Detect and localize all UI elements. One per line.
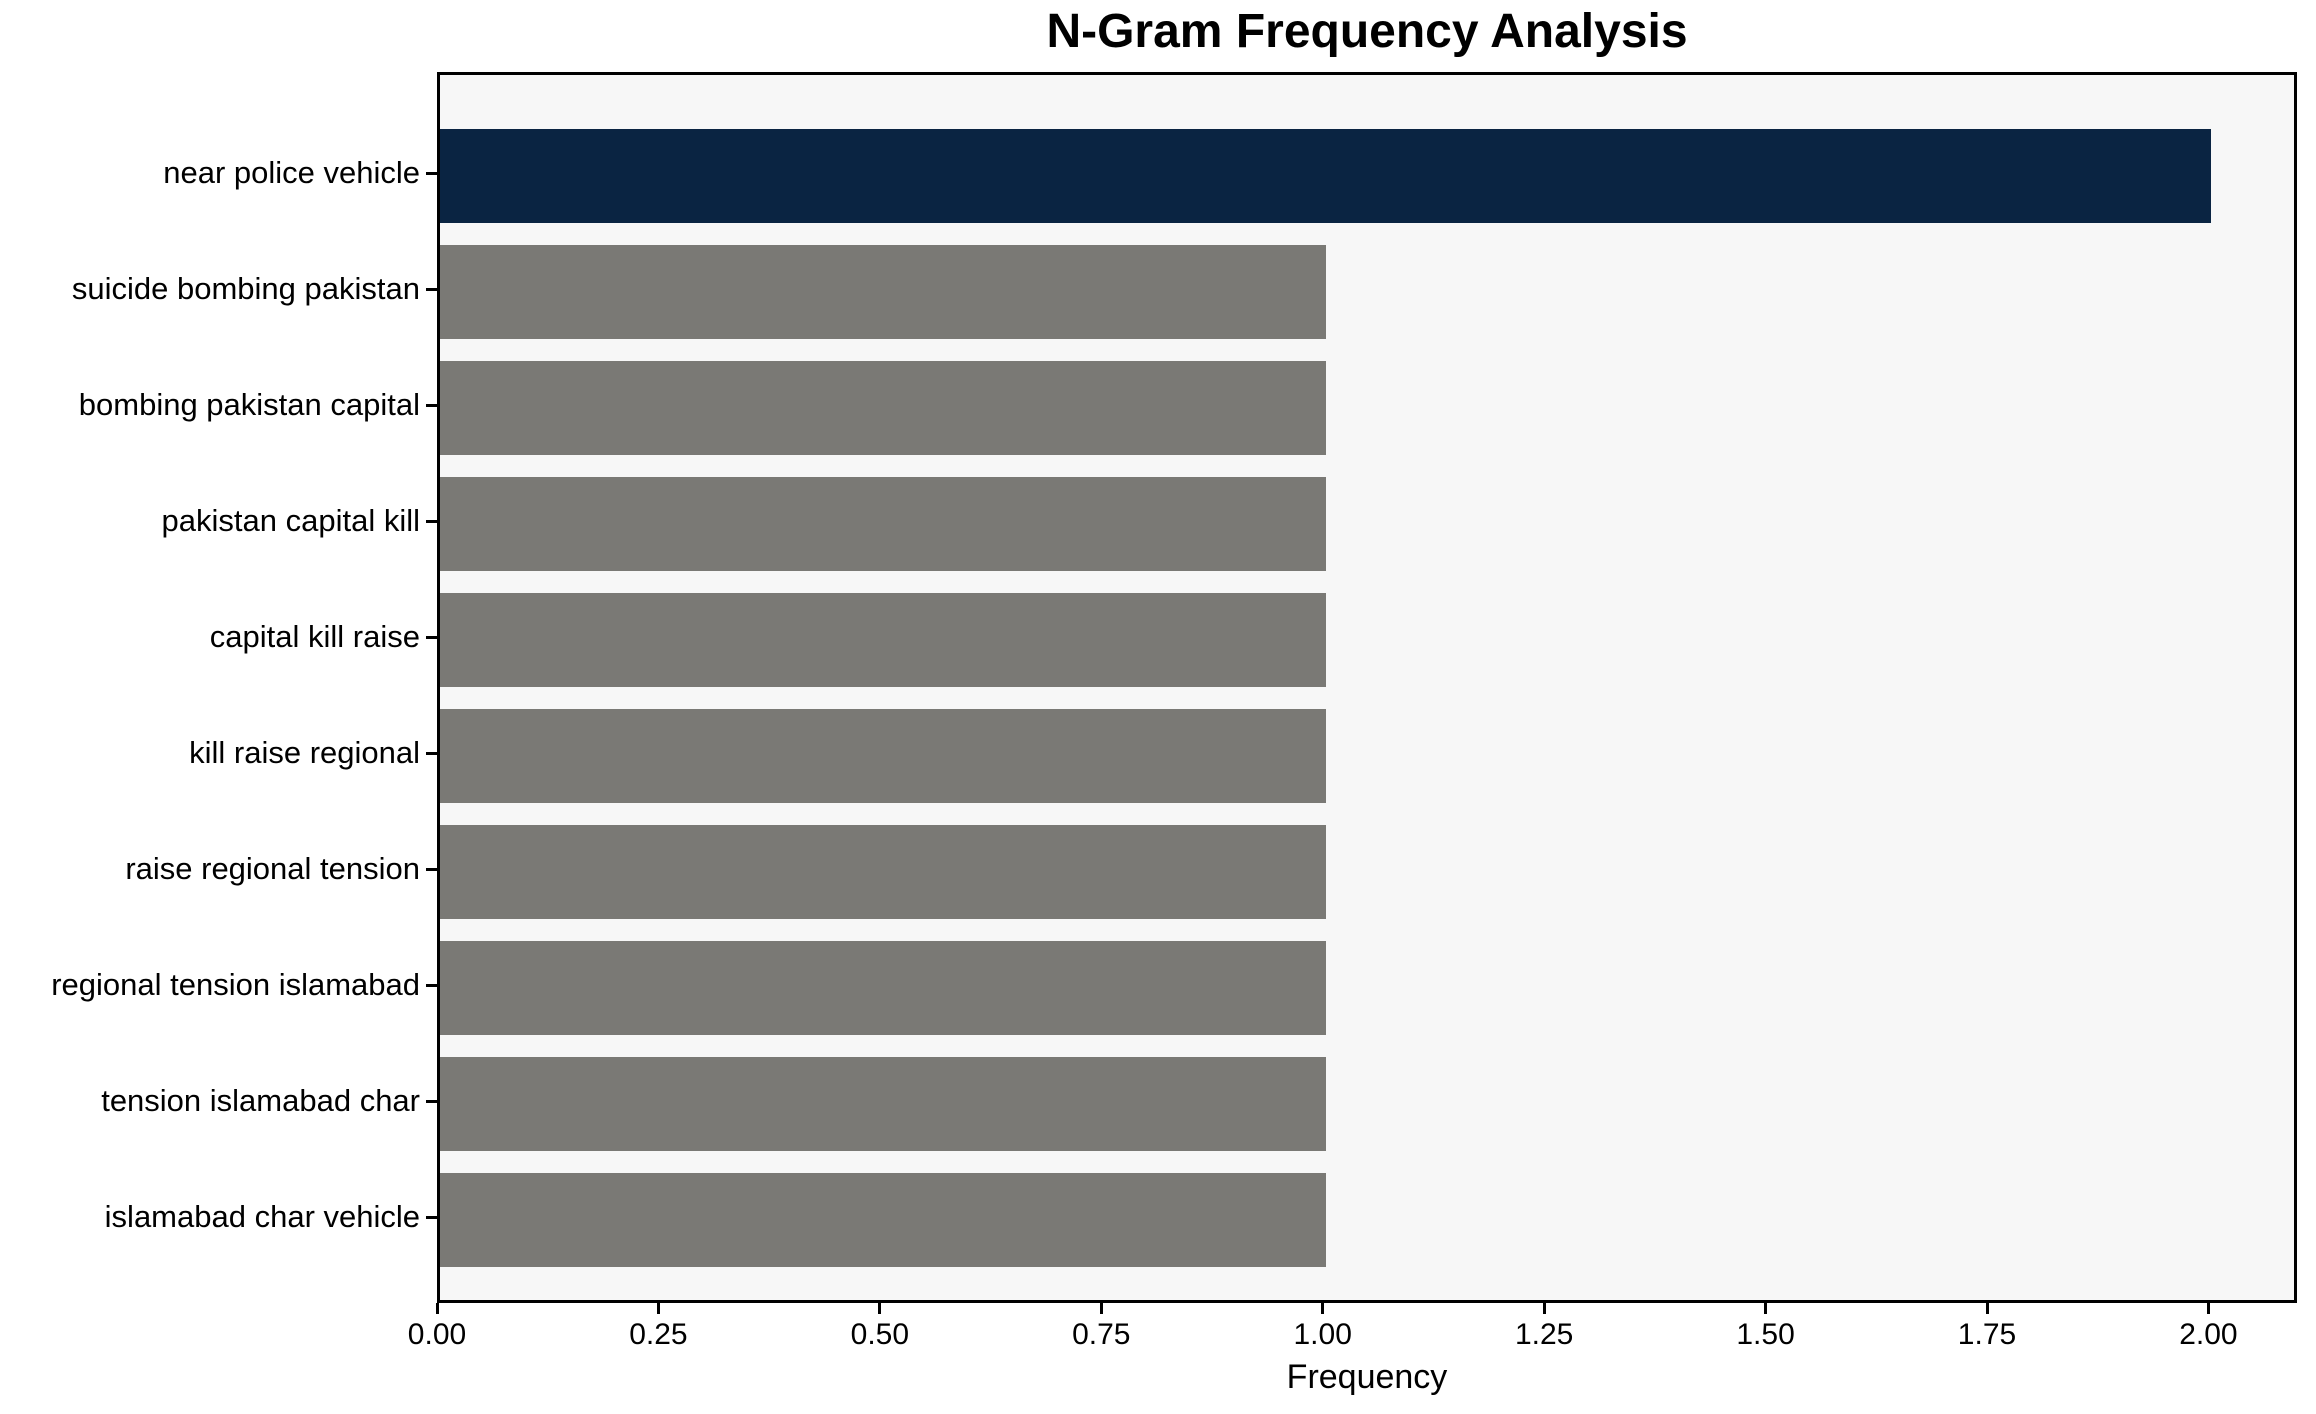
y-tick-label: capital kill raise: [209, 619, 420, 654]
y-tick-label: islamabad char vehicle: [104, 1199, 420, 1234]
y-tick-mark: [426, 1216, 437, 1219]
y-tick-mark: [426, 868, 437, 871]
y-tick-mark: [426, 288, 437, 291]
bar-kill-raise-regional: [440, 709, 1326, 803]
x-tick-mark: [1764, 1303, 1768, 1314]
y-tick-label: pakistan capital kill: [161, 503, 420, 538]
x-tick-label: 1.50: [1736, 1318, 1795, 1351]
y-tick-mark: [426, 984, 437, 987]
x-tick-mark: [435, 1303, 439, 1314]
x-tick-mark: [1542, 1303, 1546, 1314]
y-tick-label: regional tension islamabad: [51, 967, 420, 1002]
x-tick-mark: [656, 1303, 660, 1314]
x-tick-mark: [1985, 1303, 1989, 1314]
bar-regional-tension-islamabad: [440, 941, 1326, 1035]
x-tick-label: 1.00: [1293, 1318, 1352, 1351]
y-tick-label: near police vehicle: [163, 155, 420, 190]
x-tick-label: 0.25: [629, 1318, 688, 1351]
chart-title: N-Gram Frequency Analysis: [1046, 5, 1688, 58]
x-tick-mark: [1321, 1303, 1325, 1314]
y-tick-label: bombing pakistan capital: [78, 387, 420, 422]
x-tick-mark: [1099, 1303, 1103, 1314]
y-tick-mark: [426, 752, 437, 755]
y-tick-label: tension islamabad char: [101, 1083, 420, 1118]
bar-bombing-pakistan-capital: [440, 361, 1326, 455]
bar-islamabad-char-vehicle: [440, 1173, 1326, 1267]
x-tick-label: 1.25: [1514, 1318, 1574, 1351]
x-tick-mark: [878, 1303, 882, 1314]
bar-capital-kill-raise: [440, 593, 1326, 687]
y-tick-mark: [426, 636, 437, 639]
x-tick-label: 0.75: [1072, 1318, 1131, 1351]
x-tick-label: 0.00: [407, 1318, 467, 1351]
y-tick-mark: [426, 404, 437, 407]
x-tick-label: 2.00: [2179, 1318, 2238, 1351]
y-tick-mark: [426, 520, 437, 523]
x-tick-label: 1.75: [1957, 1318, 2017, 1351]
y-tick-label: raise regional tension: [125, 851, 420, 886]
y-tick-label: suicide bombing pakistan: [71, 271, 420, 306]
x-tick-label: 0.50: [850, 1318, 910, 1351]
bar-near-police-vehicle: [440, 129, 2211, 223]
y-tick-mark: [426, 172, 437, 175]
bar-suicide-bombing-pakistan: [440, 245, 1326, 339]
plot-area: [437, 72, 2297, 1303]
x-tick-mark: [2206, 1303, 2210, 1314]
y-tick-mark: [426, 1100, 437, 1103]
bar-tension-islamabad-char: [440, 1057, 1326, 1151]
bar-raise-regional-tension: [440, 825, 1326, 919]
bar-pakistan-capital-kill: [440, 477, 1326, 571]
y-tick-label: kill raise regional: [189, 735, 420, 770]
x-axis-label: Frequency: [1286, 1358, 1448, 1396]
